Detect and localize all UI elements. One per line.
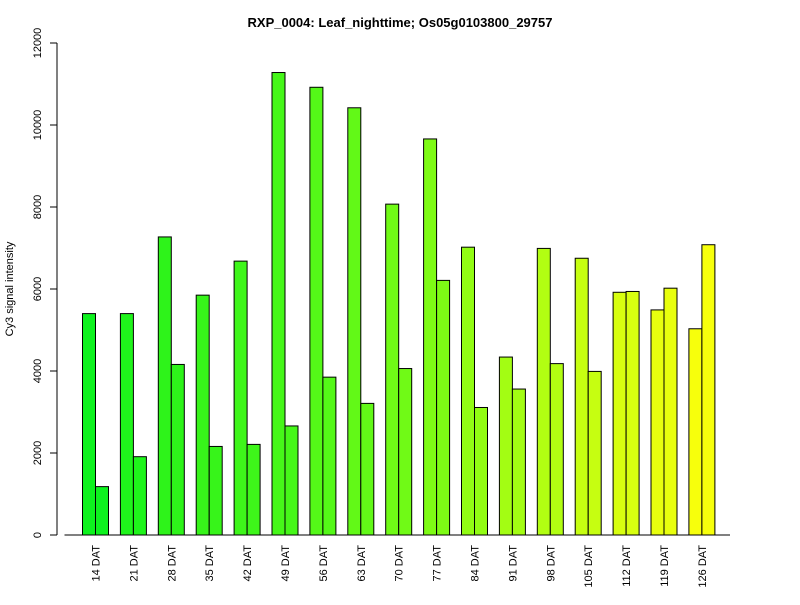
bar	[246, 443, 261, 536]
x-tick-label: 119 DAT	[659, 545, 671, 587]
bar	[688, 328, 703, 536]
x-tick-label: 21 DAT	[128, 545, 140, 582]
x-tick-label: 42 DAT	[242, 545, 254, 582]
bar	[498, 356, 513, 536]
bar	[82, 313, 96, 536]
y-tick-label: 4000	[32, 359, 44, 383]
bar	[170, 363, 185, 536]
x-tick-label: 84 DAT	[470, 545, 482, 582]
x-tick-label: 126 DAT	[697, 545, 709, 588]
x-tick-label: 35 DAT	[204, 545, 216, 582]
bar	[612, 291, 627, 536]
y-tick-label: 10000	[32, 110, 44, 141]
y-tick-label: 2000	[32, 441, 44, 465]
x-tick-label: 91 DAT	[507, 545, 519, 582]
x-tick-label: 70 DAT	[394, 545, 406, 582]
x-axis: 14 DAT 21 DAT 28 DAT 35 DAT 42 DAT 49 DAT 56 D…	[64, 534, 730, 588]
bar	[157, 236, 172, 536]
bar	[701, 244, 716, 536]
chart-title: RXP_0004: Leaf_nighttime; Os05g0103800_2…	[248, 15, 553, 30]
y-tick-label: 8000	[32, 195, 44, 219]
bar	[347, 107, 362, 536]
bar	[195, 294, 210, 536]
bar	[233, 260, 248, 536]
bar	[271, 72, 286, 536]
y-axis-title: Cy3 signal intensity	[4, 241, 16, 336]
x-tick-label: 105 DAT	[583, 545, 595, 588]
bar	[625, 290, 640, 536]
bar	[360, 402, 375, 536]
y-tick-label: 12000	[32, 28, 44, 59]
bar	[587, 370, 602, 536]
y-tick-label: 0	[32, 532, 44, 538]
bar	[549, 363, 564, 536]
bar	[650, 309, 665, 536]
x-tick-label: 56 DAT	[318, 545, 330, 582]
x-tick-label: 49 DAT	[280, 545, 292, 582]
bar	[574, 257, 589, 536]
bar	[461, 246, 475, 536]
bar	[119, 313, 134, 536]
bar	[423, 138, 438, 536]
x-tick-label: 98 DAT	[545, 545, 557, 582]
bar	[474, 406, 488, 536]
bar	[95, 486, 109, 536]
x-tick-label: 63 DAT	[356, 545, 368, 582]
bar	[398, 368, 413, 536]
bar	[663, 287, 678, 536]
bar	[132, 456, 147, 536]
bar	[536, 247, 551, 536]
x-tick-label: 28 DAT	[166, 545, 178, 582]
bar	[284, 425, 299, 536]
x-tick-label: 77 DAT	[432, 545, 444, 582]
bar	[385, 203, 400, 536]
bar	[322, 376, 337, 536]
bar	[436, 279, 451, 536]
x-tick-label: 14 DAT	[91, 545, 103, 582]
y-axis: 0 2000 4000 6000 8000 10000 12000	[32, 28, 58, 538]
x-tick-label: 112 DAT	[621, 545, 633, 587]
bars-group	[82, 72, 716, 536]
bar	[309, 86, 324, 536]
bar	[208, 445, 223, 536]
bar	[511, 388, 526, 536]
y-tick-label: 6000	[32, 277, 44, 301]
